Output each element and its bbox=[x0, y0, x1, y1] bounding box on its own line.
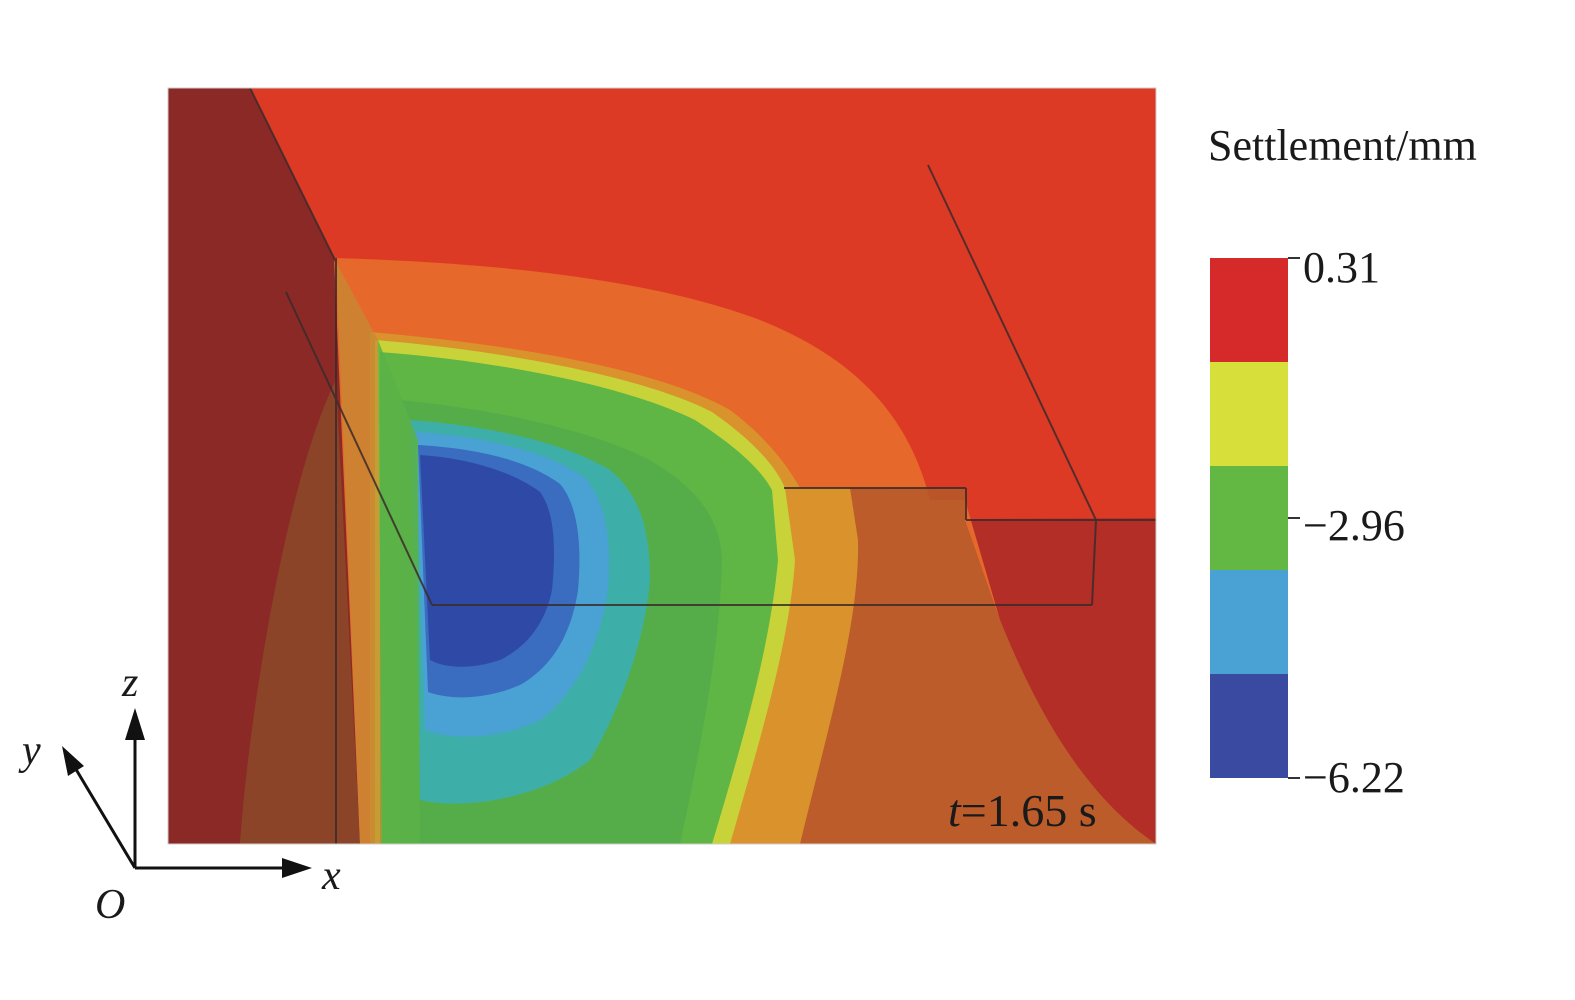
legend-tick-max: 0.31 bbox=[1303, 243, 1380, 292]
x-axis-arrow-icon bbox=[282, 858, 312, 878]
legend-band-5 bbox=[1210, 674, 1288, 778]
legend-band-3 bbox=[1210, 466, 1288, 570]
contour-band-darkblue bbox=[420, 455, 555, 667]
legend-band-4 bbox=[1210, 570, 1288, 674]
z-axis-label: z bbox=[122, 660, 139, 706]
time-value: =1.65 s bbox=[960, 785, 1097, 836]
origin-label: O bbox=[95, 882, 126, 928]
plot-frame bbox=[167, 87, 1157, 845]
coordinate-axes bbox=[62, 708, 312, 878]
front-face-brown bbox=[780, 488, 1156, 844]
column-face-green bbox=[378, 340, 420, 844]
legend-colorbar bbox=[1210, 257, 1300, 779]
legend-tick-mid: −2.96 bbox=[1303, 501, 1405, 550]
legend-title: Settlement/mm bbox=[1208, 121, 1477, 170]
column-face-amber bbox=[336, 262, 382, 844]
time-stamp: t=1.65 s bbox=[948, 784, 1097, 837]
legend-band-1 bbox=[1210, 258, 1288, 362]
y-axis-arrow-icon bbox=[62, 746, 84, 776]
legend-tick-min: −6.22 bbox=[1303, 753, 1405, 802]
y-axis-line bbox=[72, 765, 137, 869]
x-axis-label: x bbox=[322, 853, 341, 899]
time-variable: t bbox=[948, 785, 961, 836]
contour-plot bbox=[168, 88, 1156, 844]
left-front-brown bbox=[240, 380, 360, 844]
z-axis-arrow-icon bbox=[125, 708, 145, 740]
legend-band-2 bbox=[1210, 362, 1288, 466]
y-axis-label: y bbox=[22, 728, 41, 774]
model-wireframe bbox=[249, 88, 1156, 844]
